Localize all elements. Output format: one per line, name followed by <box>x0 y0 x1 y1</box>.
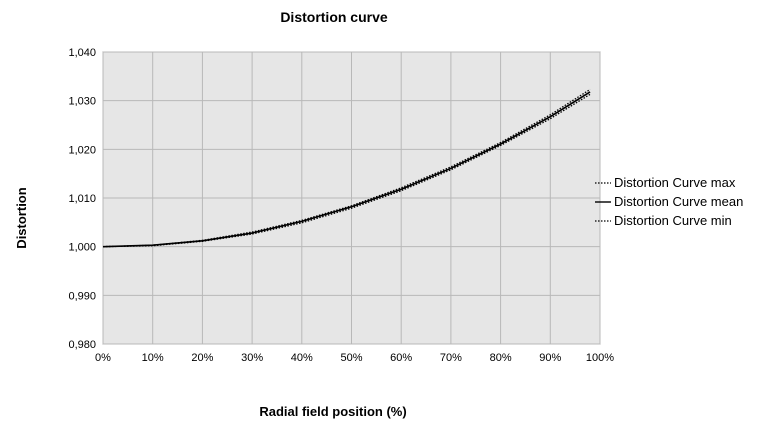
x-tick-label: 10% <box>142 352 164 364</box>
legend-label: Distortion Curve min <box>614 213 732 228</box>
x-axis-ticks: 0% 10% 20% 30% 40% 50% 60% 70% 80% 90% 100% <box>95 352 614 364</box>
series-line-3 <box>102 93 591 248</box>
x-tick-label: 60% <box>390 352 412 364</box>
legend-label: Distortion Curve max <box>614 175 736 190</box>
grid-lines <box>102 51 601 345</box>
y-axis-ticks: 0,980 0,990 1,000 1,010 1,020 1,030 1,040 <box>68 47 96 351</box>
y-tick-label: 1,010 <box>68 193 96 205</box>
y-tick-label: 0,990 <box>68 290 96 302</box>
y-tick-label: 0,980 <box>68 339 96 351</box>
y-tick-label: 1,000 <box>68 242 96 254</box>
y-tick-label: 1,040 <box>68 47 96 59</box>
y-axis-title: Distortion <box>14 187 29 248</box>
x-tick-label: 80% <box>490 352 512 364</box>
legend: Distortion Curve max Distortion Curve mea… <box>595 175 743 228</box>
x-axis-title: Radial field position (%) <box>259 404 406 419</box>
series-line-1 <box>102 88 591 248</box>
x-tick-label: 70% <box>440 352 462 364</box>
series-lines <box>102 88 591 248</box>
y-tick-label: 1,020 <box>68 144 96 156</box>
x-tick-label: 50% <box>340 352 362 364</box>
chart-title: Distortion curve <box>280 9 388 25</box>
x-tick-label: 90% <box>539 352 561 364</box>
x-tick-label: 0% <box>95 352 111 364</box>
y-tick-label: 1,030 <box>68 96 96 108</box>
x-tick-label: 100% <box>586 352 614 364</box>
series-line-2 <box>102 91 591 248</box>
x-tick-label: 40% <box>291 352 313 364</box>
legend-label: Distortion Curve mean <box>614 194 743 209</box>
x-tick-label: 20% <box>191 352 213 364</box>
x-tick-label: 30% <box>241 352 263 364</box>
